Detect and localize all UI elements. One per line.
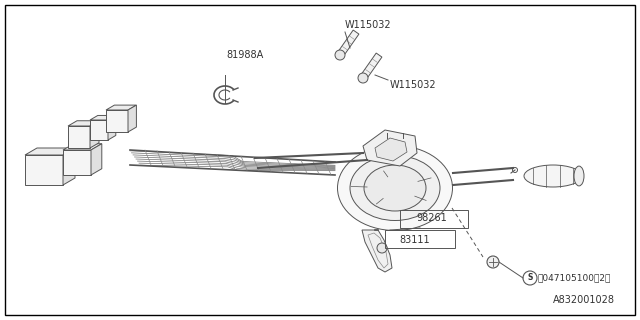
Polygon shape: [90, 116, 116, 120]
Ellipse shape: [574, 166, 584, 186]
Bar: [400, 210, 468, 228]
Polygon shape: [106, 110, 128, 132]
Ellipse shape: [524, 165, 582, 187]
Polygon shape: [106, 105, 136, 110]
Text: W115032: W115032: [390, 80, 436, 90]
Circle shape: [377, 243, 387, 253]
Circle shape: [358, 73, 368, 83]
Circle shape: [335, 50, 345, 60]
Polygon shape: [63, 150, 91, 175]
Polygon shape: [362, 230, 392, 272]
Text: 81988A: 81988A: [227, 50, 264, 60]
Polygon shape: [25, 148, 75, 155]
Ellipse shape: [364, 165, 426, 211]
Ellipse shape: [350, 156, 440, 220]
Circle shape: [487, 256, 499, 268]
Polygon shape: [68, 121, 99, 126]
Circle shape: [513, 167, 518, 172]
Polygon shape: [360, 53, 382, 80]
Polygon shape: [63, 144, 102, 150]
Polygon shape: [90, 120, 108, 140]
Polygon shape: [25, 155, 63, 185]
Text: S: S: [527, 274, 532, 283]
Polygon shape: [108, 116, 116, 140]
Polygon shape: [63, 148, 75, 185]
Polygon shape: [337, 30, 359, 57]
Polygon shape: [68, 126, 90, 148]
Text: 98261: 98261: [417, 213, 447, 223]
Ellipse shape: [337, 146, 452, 230]
Polygon shape: [375, 138, 407, 161]
Text: 83111: 83111: [400, 235, 430, 245]
Text: W115032: W115032: [345, 20, 392, 30]
Bar: [385, 230, 455, 248]
Polygon shape: [90, 121, 99, 148]
Polygon shape: [128, 105, 136, 132]
Bar: [381, 138, 409, 156]
Text: A832001028: A832001028: [553, 295, 615, 305]
Text: Ⓞ047105100（2）: Ⓞ047105100（2）: [538, 274, 611, 283]
Polygon shape: [91, 144, 102, 175]
Polygon shape: [363, 130, 417, 166]
